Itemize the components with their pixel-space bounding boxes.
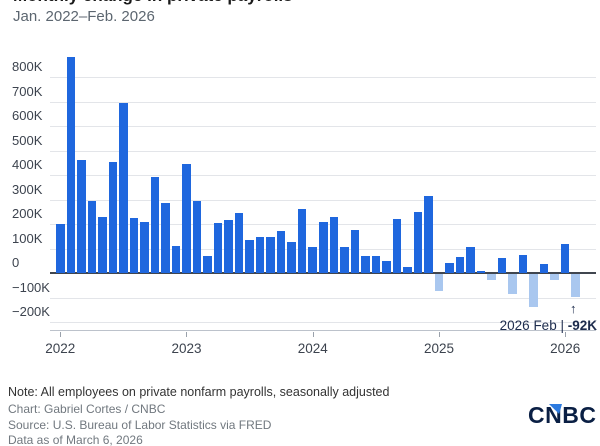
x-axis-label-2022: 2022 bbox=[45, 341, 76, 356]
bar-2022-04[interactable] bbox=[87, 200, 97, 273]
bar-2025-04[interactable] bbox=[466, 247, 475, 273]
chart-title-clipped: Monthly change in private payrolls bbox=[0, 0, 600, 8]
zero-line bbox=[50, 272, 596, 274]
bar-2022-07[interactable] bbox=[119, 102, 128, 273]
y-axis-tick-label: 500K bbox=[12, 132, 43, 148]
chart-title: Monthly change in private payrolls bbox=[13, 0, 293, 6]
bar-2024-10[interactable] bbox=[403, 266, 412, 273]
y-axis-tick-label: −100K bbox=[12, 279, 50, 295]
bar-2024-12[interactable] bbox=[424, 195, 433, 273]
y-axis-tick-label: 200K bbox=[12, 206, 43, 221]
chart-subtitle: Jan. 2022–Feb. 2026 bbox=[13, 8, 155, 25]
bar-2023-08[interactable] bbox=[255, 237, 265, 273]
gridline bbox=[50, 322, 596, 323]
gridline bbox=[50, 101, 596, 103]
y-axis-tick-label: −200K bbox=[12, 304, 50, 319]
bar-2025-10[interactable] bbox=[529, 274, 538, 308]
bar-2023-06[interactable] bbox=[234, 212, 244, 273]
bar-2022-09[interactable] bbox=[140, 221, 149, 273]
x-axis-tick bbox=[60, 332, 62, 337]
credits: Chart: Gabriel Cortes / CNBC Source: U.S… bbox=[8, 402, 271, 446]
bar-2024-03[interactable] bbox=[329, 216, 339, 273]
bar-2023-05[interactable] bbox=[224, 220, 233, 273]
gridline bbox=[50, 77, 596, 78]
x-axis-label-2023: 2023 bbox=[171, 341, 202, 356]
gridline bbox=[50, 150, 596, 152]
bar-2025-11[interactable] bbox=[539, 264, 549, 273]
bar-2022-10[interactable] bbox=[150, 177, 160, 273]
y-axis-tick-label: 800K bbox=[12, 59, 43, 74]
bar-2024-02[interactable] bbox=[319, 221, 328, 273]
gridline bbox=[50, 126, 596, 127]
bar-2022-01[interactable] bbox=[56, 224, 65, 273]
y-axis-tick-label: 700K bbox=[12, 83, 43, 99]
y-axis-tick-label: 300K bbox=[12, 181, 43, 197]
annotation-value: -92K bbox=[567, 318, 597, 333]
bar-2024-08[interactable] bbox=[382, 260, 391, 273]
gridline bbox=[50, 297, 596, 299]
x-axis-label-2025: 2025 bbox=[423, 341, 454, 356]
x-axis-tick bbox=[565, 332, 567, 337]
bar-2025-02[interactable] bbox=[445, 263, 454, 273]
data-as-of: Data as of March 6, 2026 bbox=[8, 433, 143, 446]
bar-2025-06[interactable] bbox=[487, 274, 496, 281]
bar-2023-10[interactable] bbox=[276, 231, 286, 273]
bar-2023-11[interactable] bbox=[287, 242, 296, 273]
footnote: Note: All employees on private nonfarm p… bbox=[8, 385, 390, 399]
cnbc-logo-triangle-icon bbox=[549, 404, 562, 414]
bar-2024-07[interactable] bbox=[371, 255, 381, 273]
bar-2024-06[interactable] bbox=[361, 255, 370, 273]
y-axis-tick-label: 400K bbox=[12, 157, 43, 172]
bar-2024-01[interactable] bbox=[308, 247, 317, 273]
bar-2025-12[interactable] bbox=[550, 274, 559, 281]
bar-2025-05[interactable] bbox=[476, 270, 486, 273]
x-axis-tick bbox=[186, 332, 188, 337]
bar-2023-02[interactable] bbox=[192, 200, 202, 273]
bar-2023-09[interactable] bbox=[266, 237, 275, 273]
bar-2022-03[interactable] bbox=[77, 160, 86, 273]
bar-2022-06[interactable] bbox=[108, 161, 118, 273]
y-axis-tick-label: 600K bbox=[12, 108, 43, 123]
x-axis-label-2026: 2026 bbox=[550, 341, 581, 356]
bar-2023-03[interactable] bbox=[203, 255, 212, 273]
bar-2022-02[interactable] bbox=[66, 57, 76, 273]
bar-2022-11[interactable] bbox=[161, 203, 170, 273]
bar-2025-09[interactable] bbox=[518, 254, 528, 273]
bar-2023-04[interactable] bbox=[213, 222, 223, 273]
source-credit: Source: U.S. Bureau of Labor Statistics … bbox=[8, 417, 272, 432]
x-axis-tick bbox=[438, 332, 440, 337]
bar-2025-03[interactable] bbox=[455, 257, 465, 273]
cnbc-wordmark: CNBC bbox=[528, 402, 597, 428]
y-axis-tick-label: 0 bbox=[12, 255, 20, 270]
x-axis-line bbox=[50, 330, 596, 331]
y-axis-tick-label: 100K bbox=[12, 230, 43, 246]
bar-2024-05[interactable] bbox=[350, 230, 360, 273]
bar-2022-08[interactable] bbox=[129, 217, 139, 273]
bar-2022-12[interactable] bbox=[171, 246, 181, 273]
bar-2024-11[interactable] bbox=[413, 211, 423, 273]
bar-2026-01[interactable] bbox=[560, 243, 570, 273]
gridline bbox=[50, 199, 596, 201]
chart-credit: Chart: Gabriel Cortes / CNBC bbox=[8, 402, 166, 416]
bar-2024-04[interactable] bbox=[340, 247, 349, 273]
x-axis-tick bbox=[312, 332, 314, 337]
last-value-annotation: 2026 Feb | -92K bbox=[500, 318, 597, 333]
bar-2024-09[interactable] bbox=[392, 219, 402, 273]
x-axis-label-2024: 2024 bbox=[297, 341, 328, 356]
bar-2026-02[interactable] bbox=[571, 274, 580, 297]
bar-2025-07[interactable] bbox=[497, 258, 507, 273]
bar-2023-12[interactable] bbox=[297, 209, 307, 273]
bar-2025-08[interactable] bbox=[508, 274, 517, 294]
cnbc-logo: CNBC bbox=[528, 402, 597, 428]
bar-2025-01[interactable] bbox=[434, 274, 444, 292]
annotation-arrow-icon: ↑ bbox=[570, 301, 577, 316]
bar-2023-07[interactable] bbox=[245, 239, 254, 273]
annotation-label: 2026 Feb | bbox=[499, 318, 564, 333]
gridline bbox=[50, 175, 596, 176]
bar-2022-05[interactable] bbox=[98, 216, 107, 273]
bar-2023-01[interactable] bbox=[182, 163, 191, 273]
